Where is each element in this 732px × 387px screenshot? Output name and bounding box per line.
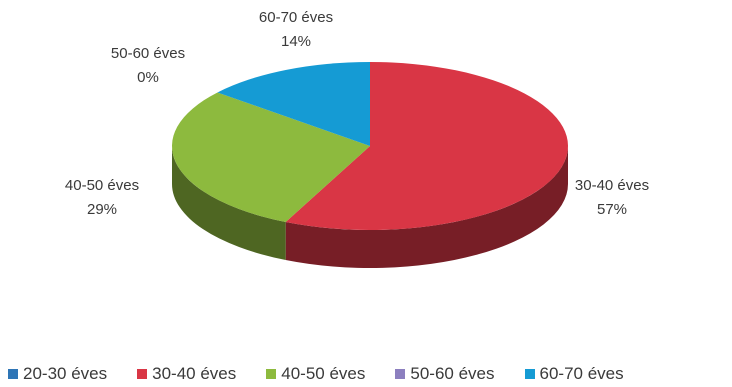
slice-label-50-60-ves: 50-60 éves	[111, 45, 185, 62]
slice-value-40-50-ves: 29%	[87, 201, 117, 218]
legend-item-40-50-ves: 40-50 éves	[266, 364, 365, 384]
legend-item-30-40-ves: 30-40 éves	[137, 364, 236, 384]
pie-sides	[172, 146, 568, 268]
slice-value-30-40-ves: 57%	[597, 201, 627, 218]
legend-label: 30-40 éves	[152, 364, 237, 383]
slice-labels: 30-40 éves 57% 40-50 éves 29% 50-60 éves 0% 60…	[65, 9, 649, 218]
slice-60-70-ves	[217, 62, 370, 146]
slice-value-60-70-ves: 14%	[281, 33, 311, 50]
legend-item-20-30-ves: 20-30 éves	[8, 364, 107, 384]
legend-label: 50-60 éves	[410, 364, 495, 383]
legend-swatch	[524, 369, 535, 379]
slice-label-40-50-ves: 40-50 éves	[65, 177, 139, 194]
legend-label: 60-70 éves	[539, 364, 624, 383]
pie-chart: 30-40 éves 57% 40-50 éves 29% 50-60 éves 0% 60…	[65, 9, 649, 268]
legend: 20-30 éves 30-40 éves 40-50 éves 50-60 éves…	[8, 364, 624, 384]
legend-item-50-60-ves: 50-60 éves	[395, 364, 495, 384]
legend-swatch	[266, 369, 277, 379]
slice-side-30-40-ves	[285, 146, 568, 268]
slice-40-50-ves	[171, 92, 370, 223]
slice-label-60-70-ves: 60-70 éves	[259, 9, 333, 26]
slice-side-40-50-ves	[172, 146, 286, 261]
legend-item-60-70-ves: 60-70 éves	[524, 364, 624, 384]
slice-value-50-60-ves: 0%	[137, 69, 159, 86]
legend-swatch	[395, 369, 406, 379]
legend-label: 20-30 éves	[23, 364, 108, 383]
legend-swatch	[8, 369, 18, 379]
legend-label: 40-50 éves	[281, 364, 366, 383]
legend-swatch	[137, 369, 148, 379]
slice-30-40-ves	[285, 62, 568, 230]
slice-label-30-40-ves: 30-40 éves	[575, 177, 649, 194]
pie-tops	[171, 62, 568, 230]
